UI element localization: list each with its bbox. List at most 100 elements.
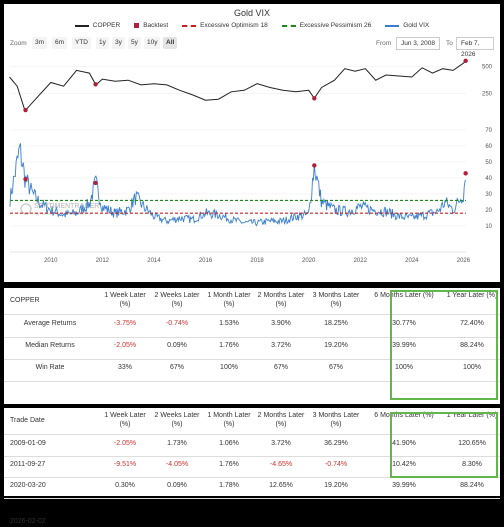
- highlight-box-trades: [390, 412, 498, 478]
- table-cell: 88.24%: [460, 342, 484, 349]
- table-cell: 19.20%: [324, 342, 348, 349]
- column-header: 3 Months Later (%): [312, 412, 360, 428]
- zoom-label: Zoom: [10, 40, 27, 47]
- zoom-3m-button[interactable]: 3m: [32, 37, 48, 49]
- lower-y-tick-label: 30: [485, 192, 492, 198]
- legend-label: Gold VIX: [403, 22, 430, 29]
- table-cell: 0.30%: [115, 482, 135, 489]
- table-cell: 67%: [273, 364, 288, 371]
- table-cell: 8.30%: [462, 461, 482, 468]
- legend-swatch-copper: [74, 24, 89, 27]
- table-cell: 33%: [117, 364, 132, 371]
- x-tick-label: 2024: [405, 258, 419, 264]
- upper-y-tick-label: 500: [482, 64, 493, 70]
- column-header: 2 Months Later (%): [257, 292, 305, 308]
- row-separator: [4, 434, 500, 435]
- to-date-input[interactable]: Feb 7, 2026: [456, 37, 494, 58]
- highlight-box-summary: [390, 290, 498, 400]
- column-header: 2 Months Later (%): [257, 412, 305, 428]
- table-divider: [0, 404, 504, 408]
- lower-y-tick-label: 70: [485, 128, 492, 134]
- x-tick-label: 2022: [354, 258, 368, 264]
- zoom-1y-button[interactable]: 1y: [96, 37, 109, 49]
- legend-label: Backtest: [143, 22, 169, 29]
- table-cell: 18.25%: [324, 320, 348, 327]
- x-tick-label: 2010: [44, 258, 58, 264]
- column-header: 1 Year Later (%): [446, 292, 498, 299]
- lower-y-tick-label: 10: [485, 224, 492, 230]
- table-cell: -4.65%: [269, 461, 293, 468]
- row-separator: [4, 359, 500, 360]
- legend: COPPER Backtest Excessive Optimism 18 Ex…: [4, 22, 500, 29]
- backtest-marker-upper: [93, 82, 98, 87]
- column-header: 2 Weeks Later (%): [154, 292, 200, 308]
- row-separator: [4, 498, 500, 499]
- lower-y-tick-label: 50: [485, 160, 492, 166]
- column-header: COPPER: [10, 297, 40, 304]
- table-cell: 30.77%: [392, 320, 416, 327]
- legend-gold-vix[interactable]: Gold VIX: [385, 22, 429, 29]
- row-separator: [4, 477, 500, 478]
- zoom-5y-button[interactable]: 5y: [128, 37, 141, 49]
- column-header: 1 Week Later (%): [104, 412, 146, 428]
- legend-optimism[interactable]: Excessive Optimism 18: [182, 22, 268, 29]
- watermark-logo-icon: [20, 203, 32, 215]
- table-cell: 3.72%: [271, 440, 291, 447]
- table-cell: 10.42%: [392, 461, 416, 468]
- row-label: 2020-03-20: [10, 482, 46, 489]
- from-date-input[interactable]: Jun 3, 2008: [396, 37, 440, 50]
- table-cell: 39.99%: [392, 342, 416, 349]
- legend-swatch-optimism: [182, 24, 197, 27]
- row-separator: [4, 381, 500, 382]
- results-tables: COPPER 1 Week Later (%) 2 Weeks Later (%) 1…: [0, 288, 504, 525]
- footer-trade-date: 2026-02-02: [10, 518, 46, 525]
- from-label: From: [376, 40, 392, 47]
- table-cell: -0.74%: [324, 461, 348, 468]
- zoom-6m-button[interactable]: 6m: [52, 37, 68, 49]
- table-cell: 0.09%: [167, 342, 187, 349]
- table-cell: 36.29%: [324, 440, 348, 447]
- row-label: Median Returns: [25, 342, 75, 349]
- column-header: 1 Week Later (%): [104, 292, 146, 308]
- legend-pessimism[interactable]: Excessive Pessimism 26: [281, 22, 372, 29]
- table-cell: 1.78%: [219, 482, 239, 489]
- backtest-marker-lower: [23, 176, 28, 182]
- table-cell: 19.20%: [324, 482, 348, 489]
- column-header: 1 Year Later (%): [446, 412, 498, 419]
- row-label: 2009-01-09: [10, 440, 46, 447]
- table-cell: 3.72%: [271, 342, 291, 349]
- column-header: 1 Month Later (%): [207, 412, 251, 428]
- table-cell: 39.99%: [392, 482, 416, 489]
- table-cell: 1.53%: [219, 320, 239, 327]
- legend-swatch-pessimism: [281, 24, 296, 27]
- table-cell: -4.05%: [165, 461, 189, 468]
- plot-area: 250 500 10 20 30 40 50 60 70 SENTIMENTRADER DATA-D…: [9, 58, 493, 264]
- legend-backtest[interactable]: Backtest: [134, 22, 168, 29]
- copper-line: [9, 60, 467, 112]
- legend-label: Excessive Pessimism 26: [299, 22, 372, 29]
- chart-title: Gold VIX: [233, 8, 271, 18]
- backtest-marker-lower: [312, 163, 317, 168]
- legend-label: Excessive Optimism 18: [200, 22, 268, 29]
- row-label: Win Rate: [35, 364, 65, 371]
- backtest-marker-upper: [23, 107, 28, 113]
- backtest-marker-upper: [312, 96, 317, 101]
- legend-swatch-backtest: [134, 23, 140, 28]
- table-cell: -3.75%: [113, 320, 137, 327]
- x-tick-label: 2012: [96, 258, 110, 264]
- x-tick-label: 2020: [302, 258, 316, 264]
- legend-copper[interactable]: COPPER: [74, 22, 120, 29]
- column-header: 1 Month Later (%): [207, 292, 251, 308]
- row-label: Average Returns: [23, 320, 77, 327]
- zoom-ytd-button[interactable]: YTD: [72, 37, 91, 49]
- watermark-tagline: DATA-DRIVEN MARKET INSIGHTS: [34, 212, 91, 216]
- backtest-marker-lower: [93, 180, 98, 186]
- table-cell: 67%: [328, 364, 343, 371]
- backtest-marker-lower: [463, 171, 468, 176]
- table-cell: -2.05%: [113, 342, 137, 349]
- zoom-10y-button[interactable]: 10y: [144, 37, 161, 49]
- zoom-3y-button[interactable]: 3y: [112, 37, 125, 49]
- table-cell: 67%: [169, 364, 184, 371]
- zoom-all-button[interactable]: All: [163, 37, 178, 49]
- row-separator: [4, 337, 500, 338]
